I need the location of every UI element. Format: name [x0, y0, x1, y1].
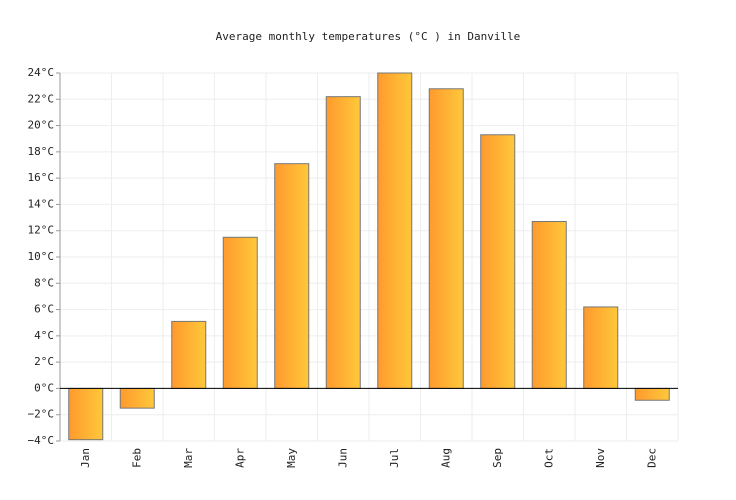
x-tick-label: Sep [491, 448, 504, 468]
bar [634, 387, 670, 401]
x-tick-label: Mar [182, 448, 195, 468]
x-tick-label: Jul [388, 448, 401, 468]
y-tick-label: −4°C [28, 434, 55, 447]
y-tick-label: −2°C [28, 408, 55, 421]
bar [377, 72, 413, 389]
y-tick-label: 16°C [28, 171, 55, 184]
bar [428, 88, 464, 389]
x-tick-label: Feb [130, 448, 143, 468]
x-tick-label: Apr [233, 448, 246, 468]
y-tick-label: 4°C [34, 329, 54, 342]
x-tick-label: Dec [645, 448, 658, 468]
bar [531, 221, 567, 389]
bar [171, 320, 207, 389]
x-tick-label: Jun [336, 448, 349, 468]
bar [325, 96, 361, 389]
chart-title: Average monthly temperatures (°C ) in Da… [216, 30, 521, 43]
bar [68, 387, 104, 441]
y-tick-label: 2°C [34, 355, 54, 368]
x-tick-label: Nov [594, 448, 607, 468]
x-tick-label: May [285, 448, 298, 468]
y-tick-label: 22°C [28, 92, 55, 105]
bar [119, 387, 155, 409]
y-tick-label: 0°C [34, 381, 54, 394]
y-tick-label: 14°C [28, 197, 55, 210]
y-tick-label: 12°C [28, 224, 55, 237]
bar [480, 134, 516, 389]
y-tick-label: 10°C [28, 250, 55, 263]
y-tick-label: 18°C [28, 145, 55, 158]
bar [274, 163, 310, 389]
x-tick-label: Jan [79, 448, 92, 468]
bar [222, 236, 258, 389]
y-tick-label: 6°C [34, 303, 54, 316]
y-tick-label: 20°C [28, 119, 55, 132]
x-tick-label: Aug [439, 448, 452, 468]
x-tick-label: Oct [542, 448, 555, 468]
y-tick-label: 24°C [28, 66, 55, 79]
y-tick-label: 8°C [34, 276, 54, 289]
bar [583, 306, 619, 389]
